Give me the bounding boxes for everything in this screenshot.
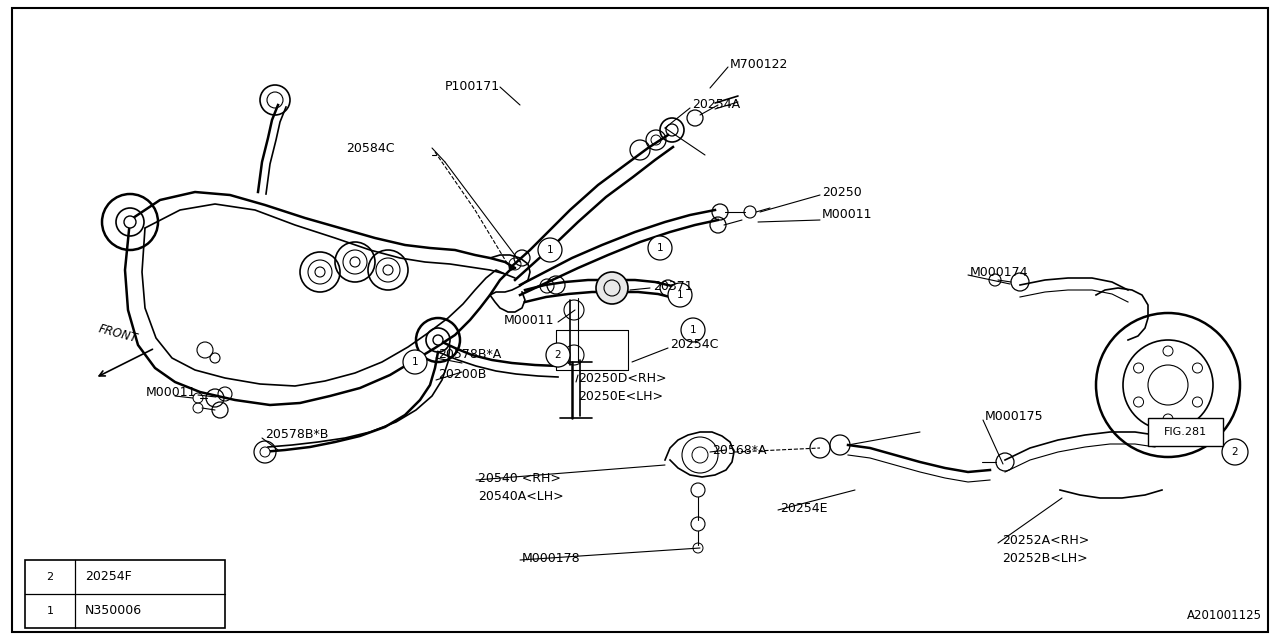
- Text: 2: 2: [46, 572, 54, 582]
- Text: 1: 1: [46, 606, 54, 616]
- Text: M00011: M00011: [146, 387, 196, 399]
- Bar: [1148, 418, 1222, 446]
- Circle shape: [648, 236, 672, 260]
- Bar: [26, 560, 225, 628]
- Text: M000178: M000178: [522, 552, 581, 564]
- Text: 20254A: 20254A: [692, 99, 740, 111]
- Circle shape: [383, 265, 393, 275]
- Text: FRONT: FRONT: [97, 322, 140, 345]
- Text: 20540A<LH>: 20540A<LH>: [477, 490, 563, 502]
- Circle shape: [124, 216, 136, 228]
- Text: 20568*A: 20568*A: [712, 444, 767, 456]
- Text: 1: 1: [412, 357, 419, 367]
- Text: 20200B: 20200B: [438, 369, 486, 381]
- Text: A201001125: A201001125: [1187, 609, 1262, 622]
- Text: 20254E: 20254E: [780, 502, 827, 515]
- Text: 20540 <RH>: 20540 <RH>: [477, 472, 561, 484]
- Circle shape: [403, 350, 428, 374]
- Text: 1: 1: [677, 290, 684, 300]
- Text: P100171: P100171: [445, 81, 500, 93]
- Text: M000174: M000174: [970, 266, 1029, 278]
- Circle shape: [596, 272, 628, 304]
- Text: 20250D<RH>: 20250D<RH>: [579, 371, 667, 385]
- Text: 20250: 20250: [822, 186, 861, 198]
- Text: M700122: M700122: [730, 58, 788, 72]
- Text: 20252B<LH>: 20252B<LH>: [1002, 552, 1088, 564]
- Text: 2: 2: [1231, 447, 1238, 457]
- Circle shape: [1222, 439, 1248, 465]
- Circle shape: [38, 566, 61, 588]
- Text: M00011: M00011: [503, 314, 554, 326]
- Circle shape: [668, 283, 692, 307]
- Circle shape: [681, 318, 705, 342]
- Circle shape: [38, 600, 61, 622]
- Circle shape: [260, 447, 270, 457]
- Text: 20252A<RH>: 20252A<RH>: [1002, 534, 1089, 547]
- Text: N350006: N350006: [84, 605, 142, 618]
- Text: 20371: 20371: [653, 280, 692, 292]
- Text: 20578B*A: 20578B*A: [438, 349, 502, 362]
- Text: FIG.281: FIG.281: [1164, 427, 1207, 437]
- Text: M00011: M00011: [822, 209, 873, 221]
- Text: 20578B*B: 20578B*B: [265, 429, 329, 442]
- Text: 1: 1: [690, 325, 696, 335]
- Circle shape: [538, 238, 562, 262]
- Circle shape: [315, 267, 325, 277]
- Text: 20254C: 20254C: [669, 339, 718, 351]
- Text: 1: 1: [547, 245, 553, 255]
- Circle shape: [349, 257, 360, 267]
- Circle shape: [433, 335, 443, 345]
- Text: 2: 2: [554, 350, 562, 360]
- Circle shape: [547, 343, 570, 367]
- Text: M000175: M000175: [986, 410, 1043, 422]
- Text: 1: 1: [657, 243, 663, 253]
- Text: 20250E<LH>: 20250E<LH>: [579, 390, 663, 403]
- Text: 20584C: 20584C: [347, 141, 396, 154]
- Text: 20254F: 20254F: [84, 570, 132, 584]
